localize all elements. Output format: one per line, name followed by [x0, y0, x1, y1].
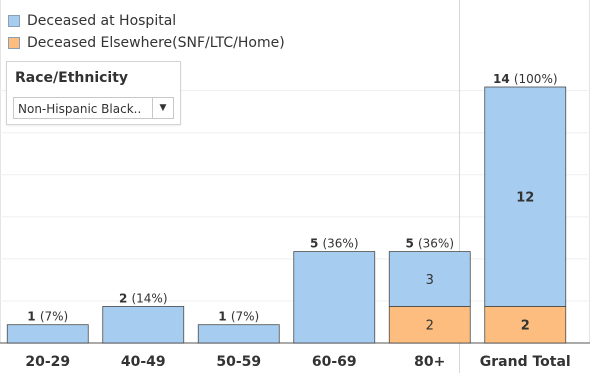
bars — [6, 86, 567, 344]
bar-segment-40-49-1[interactable] — [102, 306, 185, 344]
x-tick-label: 40-49 — [121, 354, 166, 370]
segment-label: 12 — [516, 191, 534, 206]
filter-selected-value: Non-Hispanic Black.. — [18, 102, 142, 116]
total-label: 5 (36%) — [405, 237, 454, 251]
bar-segment-60-69-1[interactable] — [293, 251, 376, 344]
filter-title: Race/Ethnicity — [15, 70, 129, 86]
bar-segment-80--1[interactable] — [388, 251, 471, 307]
legend-swatch-hospital — [8, 15, 20, 27]
total-label: 2 (14%) — [119, 291, 168, 305]
segment-label: 2 — [521, 319, 530, 334]
segment-label: 3 — [426, 273, 434, 288]
x-tick-label: Grand Total — [480, 354, 571, 370]
legend-item-hospital[interactable]: Deceased at Hospital — [8, 10, 285, 32]
legend-label-hospital: Deceased at Hospital — [27, 13, 177, 29]
race-ethnicity-select[interactable]: Non-Hispanic Black.. ▼ — [13, 97, 174, 119]
legend-item-elsewhere[interactable]: Deceased Elsewhere(SNF/LTC/Home) — [8, 32, 285, 54]
bar-segment-50-59-1[interactable] — [197, 324, 280, 344]
legend-label-elsewhere: Deceased Elsewhere(SNF/LTC/Home) — [27, 35, 285, 51]
segment-label: 2 — [426, 319, 434, 334]
x-tick-label: 80+ — [414, 354, 445, 370]
bar-segment-20-29-1[interactable] — [6, 324, 89, 344]
total-label: 1 (7%) — [218, 310, 259, 324]
race-ethnicity-filter: Race/Ethnicity Non-Hispanic Black.. ▼ — [6, 61, 181, 125]
legend-swatch-elsewhere — [8, 37, 20, 49]
x-tick-label: 60-69 — [312, 354, 357, 370]
legend: Deceased at Hospital Deceased Elsewhere(… — [8, 10, 285, 54]
x-tick-label: 20-29 — [25, 354, 70, 370]
total-label: 14 (100%) — [493, 72, 558, 86]
bar-segment-grand-total-0[interactable] — [484, 306, 567, 344]
bar-segment-grand-total-1[interactable] — [484, 86, 567, 307]
x-tick-label: 50-59 — [216, 354, 261, 370]
total-label: 5 (36%) — [310, 237, 359, 251]
chevron-down-icon[interactable]: ▼ — [152, 98, 173, 118]
total-label: 1 (7%) — [27, 310, 68, 324]
labels: 1 (7%) 20-29 2 (14%) 40-49 1 (7%) 50-59 5 (36%… — [25, 72, 570, 370]
